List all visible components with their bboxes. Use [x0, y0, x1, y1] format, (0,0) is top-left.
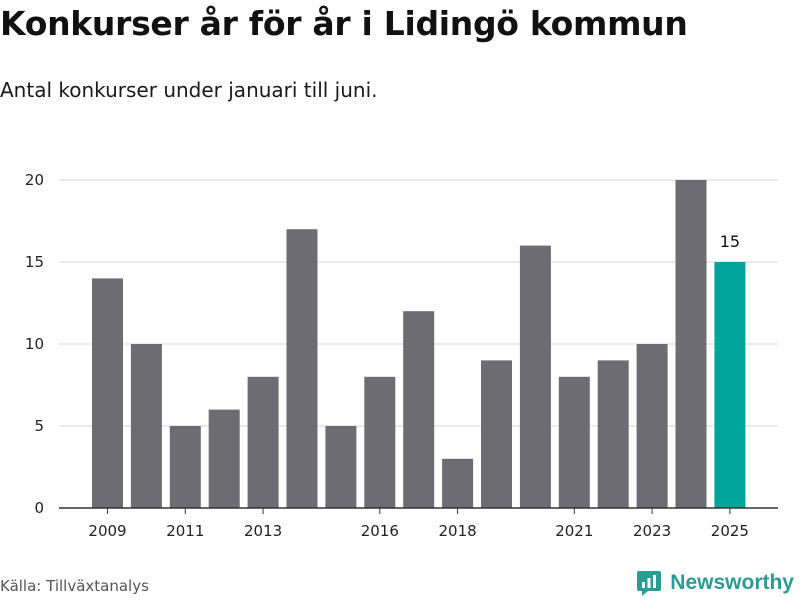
y-tick-label: 15	[25, 253, 44, 271]
bar-2012	[208, 409, 240, 508]
bar-2017	[403, 311, 435, 508]
bar-2014	[286, 229, 318, 508]
chart-subtitle: Antal konkurser under januari till juni.	[0, 78, 378, 102]
x-tick-label: 2025	[711, 522, 749, 540]
x-tick-label: 2023	[633, 522, 671, 540]
x-tick-label: 2011	[166, 522, 204, 540]
y-tick-label: 0	[34, 499, 44, 517]
bar-2013	[247, 376, 279, 508]
bar-2010	[130, 344, 162, 508]
bar-2016	[364, 376, 396, 508]
bar-2021	[558, 376, 590, 508]
bar-2015	[325, 426, 357, 508]
bar-2018	[442, 458, 474, 508]
x-tick-label: 2013	[244, 522, 282, 540]
y-tick-label: 10	[25, 335, 44, 353]
x-tick-label: 2018	[439, 522, 477, 540]
brand-name: Newsworthy	[670, 571, 794, 594]
bar-2019	[481, 360, 512, 508]
data-label: 15	[720, 232, 740, 251]
newsworthy-logo-icon	[637, 571, 662, 596]
brand-logo: Newsworthy	[636, 569, 794, 597]
y-tick-label: 20	[25, 171, 44, 189]
source-note: Källa: Tillväxtanalys	[0, 577, 149, 595]
bar-2025	[714, 262, 746, 508]
x-tick-label: 2009	[88, 522, 126, 540]
bar-2024	[675, 180, 707, 508]
x-tick-label: 2021	[555, 522, 593, 540]
bar-2020	[519, 245, 551, 508]
bar-2023	[636, 344, 668, 508]
bar-2022	[597, 360, 629, 508]
bar-2011	[169, 426, 201, 508]
chart-title: Konkurser år för år i Lidingö kommun	[0, 4, 688, 43]
y-tick-label: 5	[34, 417, 44, 435]
bar-2009	[92, 278, 123, 508]
x-tick-label: 2016	[361, 522, 399, 540]
